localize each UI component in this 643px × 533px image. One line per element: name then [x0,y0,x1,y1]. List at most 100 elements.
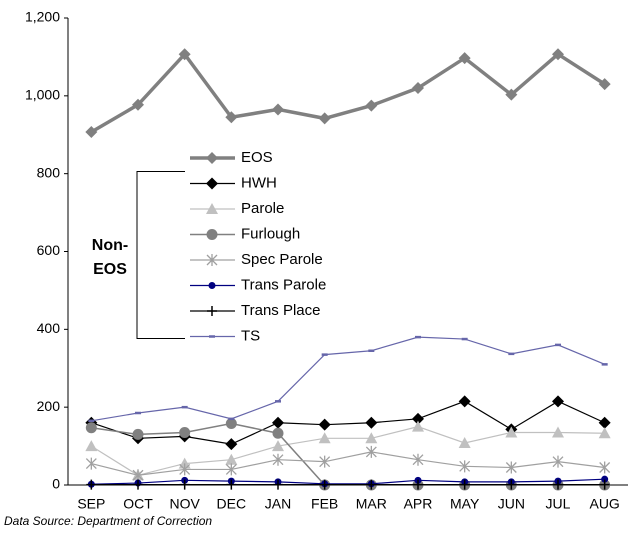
legend-label: Furlough [241,225,300,242]
legend-marker [206,203,218,214]
series-line [91,478,605,485]
marker [318,418,331,431]
marker [226,479,237,490]
series [85,48,611,139]
marker [413,479,423,490]
series [87,475,609,488]
marker [598,427,611,439]
y-tick-label: 0 [52,476,60,492]
marker [132,98,144,111]
y-tick-label: 400 [37,320,61,336]
x-tick-label: MAY [450,496,480,512]
series [85,395,611,451]
marker [225,111,238,124]
source-note: Data Source: Department of Correction [4,514,212,528]
legend-marker [207,306,217,316]
marker [132,428,144,440]
legend-label: Parole [241,200,284,217]
legend-bracket [136,171,185,339]
marker [85,440,98,452]
x-tick-label: SEP [77,496,105,512]
marker [598,78,611,91]
marker [599,479,610,490]
y-tick-label: 1,000 [25,87,60,103]
marker [86,479,97,490]
y-tick-label: 1,200 [25,9,60,25]
legend-marker [206,229,218,240]
marker [412,82,424,95]
marker [318,432,331,444]
x-tick-label: JUL [546,496,571,512]
marker [272,427,284,439]
marker [365,432,378,444]
marker [366,479,377,490]
x-tick-label: NOV [169,496,200,512]
marker [179,426,191,438]
marker [458,52,471,65]
legend-label: EOS [241,149,273,166]
x-tick-label: DEC [217,496,247,512]
legend-marker [206,152,218,164]
marker [459,460,471,473]
y-tick-label: 800 [37,164,61,180]
marker [553,479,563,490]
marker [225,418,237,430]
series [86,479,610,490]
annotation: Non- [92,237,128,254]
annotation: EOS [93,261,127,278]
series-line [90,51,606,134]
series-line [91,336,605,422]
marker [319,479,330,490]
series-line [91,451,605,476]
marker [601,475,609,483]
marker [272,416,284,429]
marker [179,479,190,490]
marker [272,453,284,466]
legend-label: HWH [241,174,277,191]
legend-label: Spec Parole [241,251,323,268]
marker [179,463,191,476]
marker [365,416,378,429]
marker [505,88,518,101]
marker [412,412,424,425]
x-tick-label: JUN [498,496,525,512]
legend-label: Trans Parole [241,276,326,293]
marker [506,479,517,490]
x-tick-label: JAN [265,496,291,512]
x-tick-label: APR [404,496,433,512]
marker [132,469,144,482]
marker [319,455,331,468]
marker [178,48,191,61]
marker [459,479,470,490]
marker [365,99,378,112]
series [85,420,611,481]
marker [412,453,424,466]
marker [599,461,611,474]
marker [273,479,283,490]
marker [412,420,424,432]
marker [85,457,97,470]
marker [598,416,611,429]
series-line [91,400,605,445]
marker [272,103,284,116]
marker [505,461,517,474]
marker [225,438,238,451]
series [85,418,611,491]
legend-marker [208,282,216,289]
y-tick-label: 200 [37,398,61,414]
marker [552,395,564,408]
marker [552,426,564,438]
marker [85,422,97,434]
marker [133,479,143,490]
marker [365,445,377,458]
marker [85,126,98,139]
marker [552,48,564,61]
marker [505,426,518,438]
series [85,445,611,482]
legend-label: TS [241,327,260,344]
marker [552,455,564,468]
marker [458,436,471,448]
series-line [91,425,605,476]
x-tick-label: MAR [356,496,387,512]
